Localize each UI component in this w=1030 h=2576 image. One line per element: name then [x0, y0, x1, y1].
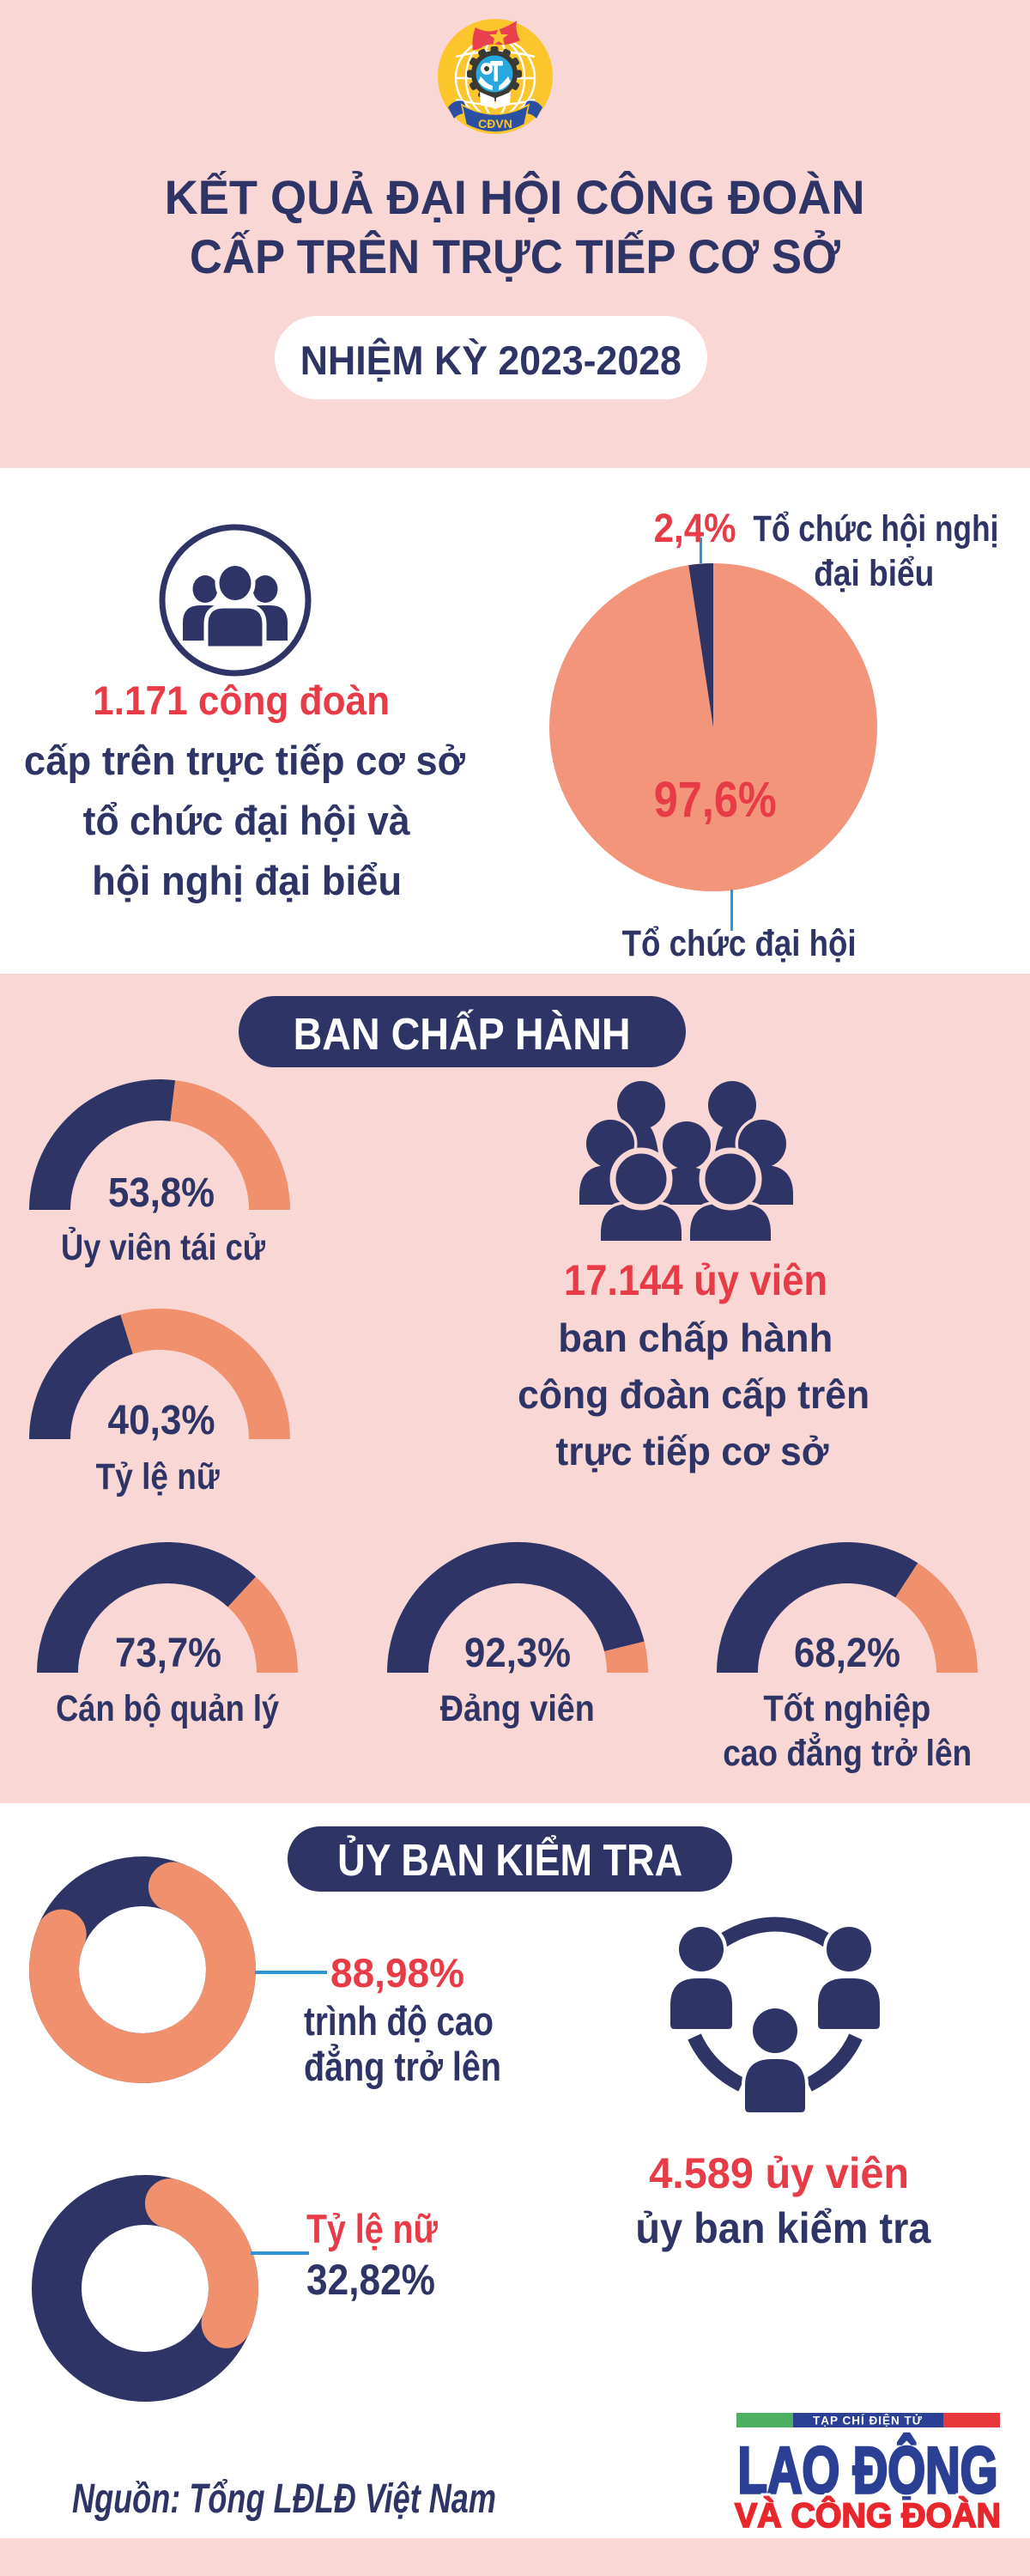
svg-text:VÀ CÔNG ĐOÀN: VÀ CÔNG ĐOÀN — [735, 2495, 1001, 2535]
svg-text:VÀ CÔNG ĐOÀN: VÀ CÔNG ĐOÀN — [735, 2495, 1001, 2535]
svg-text:LAO ĐỘNG: LAO ĐỘNG — [738, 2434, 998, 2507]
svg-text:CĐVN: CĐVN — [478, 117, 512, 131]
svg-text:LAO ĐỘNG: LAO ĐỘNG — [738, 2434, 998, 2507]
svg-text:TẠP CHÍ ĐIỆN TỬ: TẠP CHÍ ĐIỆN TỬ — [813, 2415, 923, 2427]
